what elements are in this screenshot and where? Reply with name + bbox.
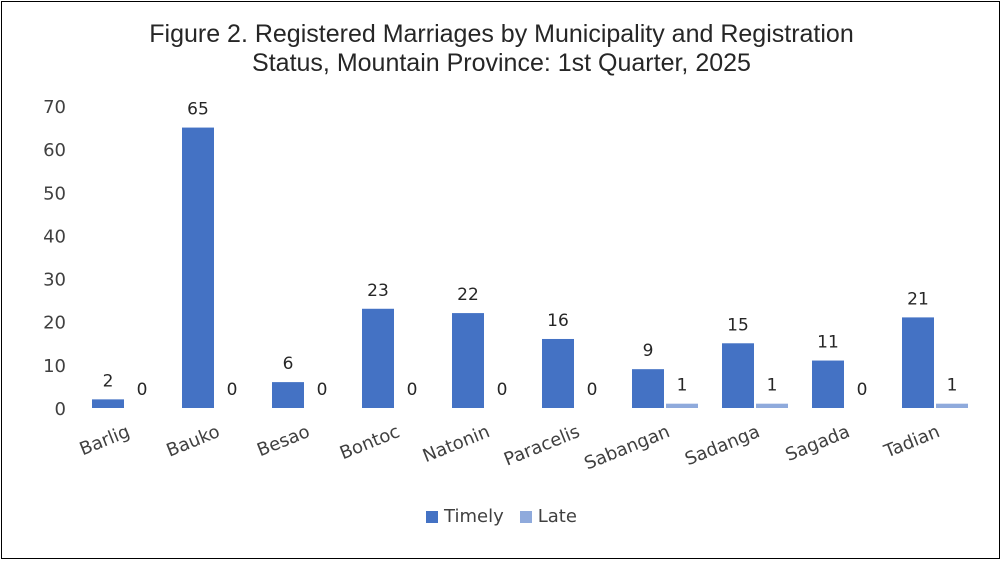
x-tick-label-besao: Besao xyxy=(254,421,313,461)
data-label-timely-sabangan: 9 xyxy=(643,341,654,361)
data-label-timely-sagada: 11 xyxy=(817,333,839,353)
y-tick-label: 10 xyxy=(43,356,66,377)
bar-timely-natonin xyxy=(452,313,484,408)
data-label-late-natonin: 0 xyxy=(497,380,508,400)
x-tick-label-sagada: Sagada xyxy=(783,421,853,466)
data-label-late-paracelis: 0 xyxy=(587,380,598,400)
bar-late-tadian xyxy=(936,403,968,408)
data-label-timely-paracelis: 16 xyxy=(547,311,569,331)
data-label-late-tadian: 1 xyxy=(947,376,958,396)
bar-late-sabangan xyxy=(666,403,698,408)
legend-item-late: Late xyxy=(519,506,577,527)
y-tick-label: 30 xyxy=(43,270,66,291)
y-axis: 0 10 20 30 40 50 60 70 xyxy=(43,97,66,420)
bar-timely-sagada xyxy=(812,360,844,408)
data-label-timely-natonin: 22 xyxy=(457,285,479,305)
data-label-late-sadanga: 1 xyxy=(767,376,778,396)
bar-late-sadanga xyxy=(756,403,788,408)
y-tick-label: 70 xyxy=(43,97,66,118)
bar-timely-barlig xyxy=(92,399,124,408)
data-label-timely-bauko: 65 xyxy=(187,100,209,120)
y-tick-label: 20 xyxy=(43,313,66,334)
y-tick-label: 40 xyxy=(43,226,66,247)
bar-timely-sabangan xyxy=(632,369,664,408)
y-tick-label: 0 xyxy=(55,399,66,420)
x-tick-label-bontoc: Bontoc xyxy=(337,421,403,464)
chart-title: Figure 2. Registered Marriages by Munici… xyxy=(0,20,1003,78)
legend-label-timely: Timely xyxy=(444,506,504,527)
legend-item-timely: Timely xyxy=(426,506,504,527)
data-label-late-barlig: 0 xyxy=(137,380,148,400)
y-tick-label: 60 xyxy=(43,140,66,161)
data-label-late-sagada: 0 xyxy=(857,380,868,400)
data-label-timely-sadanga: 15 xyxy=(727,315,749,335)
x-tick-label-tadian: Tadian xyxy=(880,421,942,463)
data-label-late-besao: 0 xyxy=(317,380,328,400)
data-label-late-sabangan: 1 xyxy=(677,376,688,396)
x-tick-label-sabangan: Sabangan xyxy=(581,421,672,474)
legend-label-late: Late xyxy=(537,506,577,527)
bar-timely-sadanga xyxy=(722,343,754,408)
data-label-timely-barlig: 2 xyxy=(103,371,114,391)
data-label-late-bauko: 0 xyxy=(227,380,238,400)
bar-timely-besao xyxy=(272,382,304,408)
data-label-late-bontoc: 0 xyxy=(407,380,418,400)
data-label-timely-bontoc: 23 xyxy=(367,281,389,301)
data-label-timely-tadian: 21 xyxy=(907,289,929,309)
bar-timely-bauko xyxy=(182,127,214,409)
legend-swatch-late xyxy=(519,510,532,523)
legend: Timely Late xyxy=(0,506,1003,527)
bar-timely-bontoc xyxy=(362,308,394,408)
x-tick-label-paracelis: Paracelis xyxy=(501,421,583,470)
x-tick-label-sadanga: Sadanga xyxy=(682,421,763,470)
x-tick-label-bauko: Bauko xyxy=(163,421,222,461)
chart-title-line-2: Status, Mountain Province: 1st Quarter, … xyxy=(252,49,751,77)
x-tick-label-barlig: Barlig xyxy=(77,421,133,460)
x-tick-label-natonin: Natonin xyxy=(420,421,493,467)
bar-timely-paracelis xyxy=(542,338,574,408)
data-label-timely-besao: 6 xyxy=(283,354,294,374)
y-tick-label: 50 xyxy=(43,183,66,204)
chart-title-line-1: Figure 2. Registered Marriages by Munici… xyxy=(149,20,854,48)
legend-swatch-timely xyxy=(426,510,439,523)
bars xyxy=(92,127,968,409)
bar-timely-tadian xyxy=(902,317,934,408)
x-axis: Barlig Bauko Besao Bontoc Natonin ParacelisSa… xyxy=(77,421,943,474)
